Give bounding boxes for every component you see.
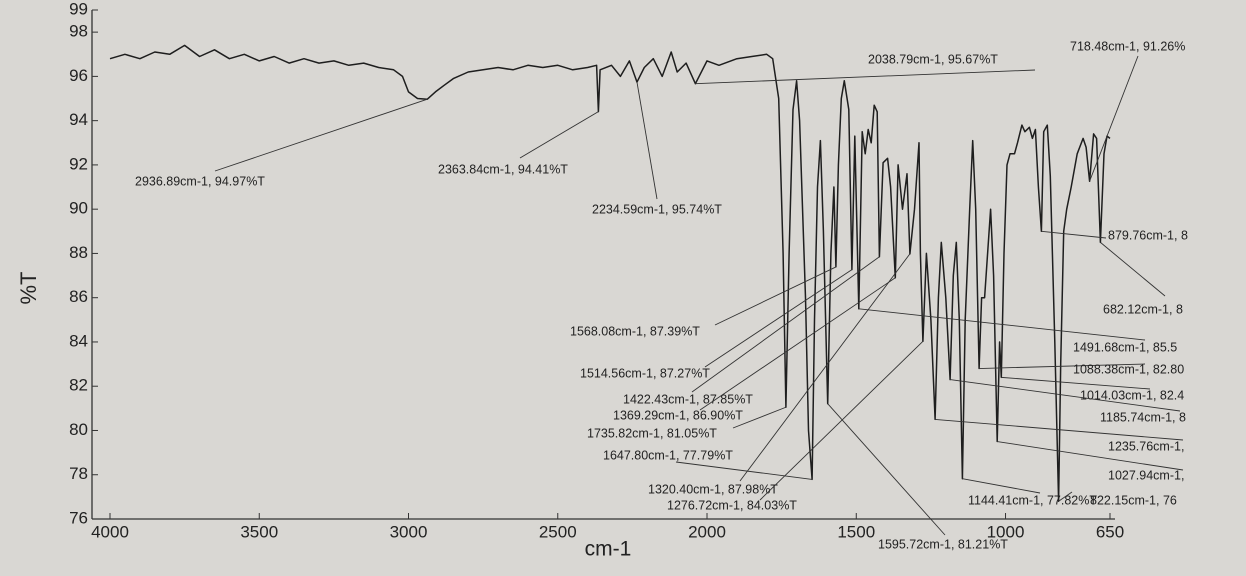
leader-line	[962, 478, 1041, 494]
peak-label: 1491.68cm-1, 85.5	[1073, 340, 1177, 354]
leader-line	[691, 256, 880, 393]
peak-label: 1014.03cm-1, 82.4	[1080, 388, 1184, 402]
peak-label: 1320.40cm-1, 87.98%T	[648, 482, 778, 496]
leader-line	[519, 111, 599, 159]
peak-label: 2936.89cm-1, 94.97%T	[135, 174, 265, 188]
leader-line	[1100, 242, 1166, 297]
y-tick-label: 99	[69, 0, 88, 18]
peak-label: 1647.80cm-1, 77.79%T	[603, 448, 733, 462]
leader-line	[732, 406, 787, 429]
leader-line	[935, 418, 1184, 441]
peak-label: 2363.84cm-1, 94.41%T	[438, 162, 568, 176]
leader-line	[1058, 491, 1073, 502]
y-tick-label: 80	[69, 420, 88, 439]
leader-line	[636, 82, 658, 200]
peak-label: 1027.94cm-1,	[1108, 468, 1184, 482]
x-tick-label: 2000	[688, 522, 726, 541]
x-tick-label: 650	[1096, 522, 1124, 541]
y-tick-label: 86	[69, 287, 88, 306]
y-tick-label: 84	[69, 331, 88, 350]
x-tick-label: 1000	[987, 522, 1025, 541]
peak-label: 1735.82cm-1, 81.05%T	[587, 426, 717, 440]
y-tick-label: 82	[69, 376, 88, 395]
x-tick-label: 3000	[390, 522, 428, 541]
peak-label: 1422.43cm-1, 87.85%T	[623, 392, 753, 406]
leader-line	[214, 98, 428, 172]
peak-label: 822.15cm-1, 76	[1090, 493, 1177, 507]
spectrum-line	[109, 44, 1111, 503]
leader-line	[950, 379, 1181, 412]
leader-line	[1041, 230, 1107, 239]
peak-label: 1088.38cm-1, 82.80	[1073, 362, 1184, 376]
x-tick-label: 1500	[837, 522, 875, 541]
x-tick-label: 4000	[91, 522, 129, 541]
peak-label: 682.12cm-1, 8	[1103, 302, 1183, 316]
peak-label: 1568.08cm-1, 87.39%T	[570, 324, 700, 338]
y-tick-label: 96	[69, 66, 88, 85]
y-tick-label: 98	[69, 22, 88, 41]
leader-line	[1089, 55, 1139, 182]
peak-label: 1595.72cm-1, 81.21%T	[878, 537, 1008, 551]
peak-label: 2234.59cm-1, 95.74%T	[592, 202, 722, 216]
leader-line	[675, 461, 813, 480]
peak-label: 879.76cm-1, 8	[1108, 228, 1188, 242]
peak-label: 718.48cm-1, 91.26%	[1070, 39, 1185, 53]
leader-line	[699, 277, 896, 411]
y-tick-label: 78	[69, 464, 88, 483]
peak-label: 1276.72cm-1, 84.03%T	[667, 498, 797, 512]
peak-label: 1185.74cm-1, 8	[1100, 410, 1186, 424]
peak-label: 1235.76cm-1,	[1108, 439, 1184, 453]
x-tick-label: 3500	[240, 522, 278, 541]
leader-line	[739, 253, 911, 482]
peak-label: 1144.41cm-1, 77.82%T	[968, 493, 1097, 507]
y-tick-label: 76	[69, 508, 88, 527]
leader-line	[827, 403, 946, 536]
peak-label: 2038.79cm-1, 95.67%T	[868, 52, 998, 66]
x-tick-label: 2500	[539, 522, 577, 541]
peak-label: 1514.56cm-1, 87.27%T	[580, 366, 710, 380]
leader-line	[704, 269, 853, 368]
leader-line	[858, 308, 1146, 341]
peak-label: 1369.29cm-1, 86.90%T	[613, 408, 743, 422]
y-tick-label: 88	[69, 243, 88, 262]
leader-line	[979, 363, 1146, 369]
x-axis-label: cm-1	[585, 538, 632, 561]
leader-line	[695, 69, 1036, 85]
y-tick-label: 90	[69, 199, 88, 218]
y-tick-label: 92	[69, 154, 88, 173]
leader-line	[997, 441, 1184, 471]
y-axis-label: %T	[16, 272, 41, 305]
leader-line	[759, 340, 924, 501]
leader-line	[714, 266, 837, 326]
leader-line	[1001, 376, 1151, 390]
y-tick-label: 94	[69, 110, 88, 129]
